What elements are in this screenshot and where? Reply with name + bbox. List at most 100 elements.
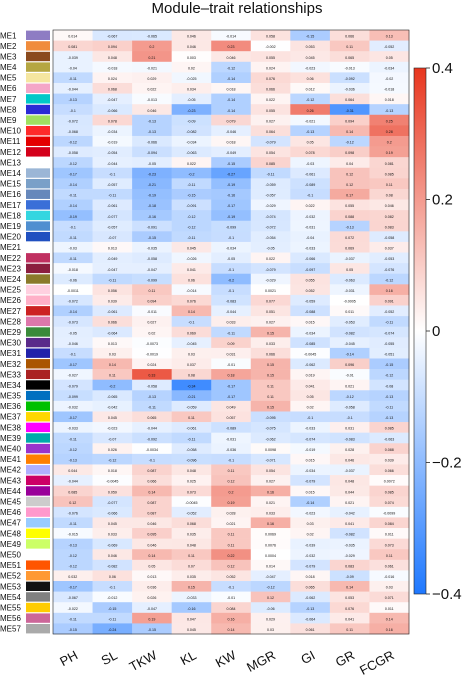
heatmap-cell — [132, 167, 172, 179]
heatmap-cell — [250, 72, 291, 84]
heatmap-cells: 0.014 -0.067 -0.065 0.046 -0.014 0.058 -0.15 0.… — [53, 30, 410, 635]
cell-value: 0.11 — [228, 533, 235, 537]
cell-value: -0.07 — [108, 236, 116, 240]
cell-value: -0.029 — [265, 204, 275, 208]
heatmap-cell — [53, 252, 93, 264]
module-swatch — [26, 327, 50, 337]
row-label: ME21 — [0, 243, 21, 252]
row-label: ME12 — [0, 148, 21, 157]
heatmap-cell — [290, 591, 331, 603]
cell-value: 0.014 — [68, 35, 77, 39]
cell-value: -0.17 — [69, 172, 77, 176]
heatmap-cell — [369, 400, 410, 412]
cell-value: 0.041 — [306, 384, 315, 388]
heatmap-cell — [53, 231, 93, 243]
row-label: ME17 — [0, 201, 21, 210]
cell-value: -0.21 — [187, 395, 195, 399]
heatmap-cell — [211, 453, 252, 465]
cell-value: 0.02 — [148, 331, 155, 335]
cell-value: -0.061 — [107, 204, 117, 208]
cell-value: -0.11 — [69, 437, 77, 441]
module-swatch — [26, 136, 50, 146]
cell-value: -0.1 — [307, 194, 313, 198]
cell-value: -0.23 — [187, 109, 195, 113]
heatmap-cell — [53, 432, 93, 444]
cell-value: 0.066 — [108, 321, 117, 325]
heatmap-cell — [250, 347, 291, 359]
cell-value: 0.039 — [385, 458, 394, 462]
heatmap-cell — [369, 146, 410, 158]
heatmap-cell — [329, 284, 370, 296]
heatmap-cell — [132, 305, 172, 317]
heatmap-cell — [290, 61, 331, 73]
heatmap-cell — [369, 369, 410, 380]
heatmap-cell — [290, 358, 331, 370]
cell-value: -0.057 — [107, 225, 117, 229]
cell-value: -0.1 — [70, 109, 76, 113]
heatmap-cell — [250, 496, 291, 508]
heatmap-cell — [53, 61, 93, 73]
cell-value: 0.021 — [227, 522, 236, 526]
row-label: ME28 — [0, 317, 21, 326]
cell-value: -0.054 — [107, 151, 117, 155]
module-swatch — [26, 475, 50, 486]
heatmap-cell — [132, 496, 172, 508]
cell-value: -0.072 — [68, 119, 78, 123]
heatmap-cell — [53, 220, 93, 232]
heatmap-cell — [329, 602, 370, 614]
cell-value: 0.015 — [306, 490, 315, 494]
heatmap-cell — [290, 51, 331, 63]
heatmap-cell — [211, 612, 252, 624]
cell-value: 0.048 — [108, 56, 117, 60]
heatmap-cell — [290, 241, 331, 253]
heatmap-cell — [329, 157, 370, 169]
cell-value: -0.066 — [107, 109, 117, 113]
cell-value: 0.04 — [346, 162, 353, 166]
heatmap-cell — [329, 453, 370, 465]
cell-value: -0.1 — [228, 289, 234, 293]
heatmap-cell — [53, 559, 93, 571]
heatmap-cell — [171, 538, 212, 550]
cell-value: -0.013 — [345, 66, 355, 70]
cell-value: -0.07 — [108, 437, 116, 441]
cell-value: 0.044 — [68, 469, 77, 473]
cell-value: -0.04 — [306, 236, 314, 240]
cell-value: -0.12 — [346, 141, 354, 145]
cell-value: 0.098 — [345, 151, 354, 155]
cell-value: 0.16 — [386, 289, 393, 293]
cell-value: 0.19 — [228, 501, 235, 505]
heatmap-cell — [369, 379, 410, 391]
heatmap-cell — [171, 549, 212, 561]
heatmap-cell — [369, 51, 410, 63]
heatmap-cell — [132, 400, 172, 412]
row-label: ME35 — [0, 392, 21, 401]
cell-value: -0.052 — [186, 511, 196, 515]
heatmap-cell — [329, 422, 370, 433]
heatmap-cell — [211, 591, 252, 603]
heatmap-cell — [211, 273, 252, 285]
heatmap-cell — [369, 305, 410, 317]
cell-value: -0.058 — [147, 257, 157, 261]
cell-value: 0.096 — [345, 363, 354, 367]
cell-value: -0.053 — [345, 321, 355, 325]
cell-value: -0.046 — [68, 342, 78, 346]
heatmap-cell — [53, 146, 93, 158]
cell-value: 0.066 — [147, 480, 156, 484]
cell-value: -0.057 — [107, 183, 117, 187]
heatmap-cell — [329, 146, 370, 158]
cell-value: 0.16 — [267, 490, 274, 494]
cell-value: 0.022 — [187, 162, 196, 166]
cell-value: 0.068 — [187, 522, 196, 526]
cell-value: 0.11 — [267, 384, 274, 388]
cell-value: 0.085 — [385, 427, 394, 431]
row-label: ME30 — [0, 339, 21, 348]
heatmap-cell — [369, 263, 410, 275]
cell-value: -0.12 — [108, 458, 116, 462]
cell-value: -0.11 — [69, 194, 77, 198]
heatmap-cell — [369, 623, 410, 635]
module-swatch — [26, 507, 50, 517]
cell-value: 0.036 — [147, 586, 156, 590]
cell-value: -0.04 — [69, 66, 77, 70]
cell-value: 0.12 — [267, 596, 274, 600]
cell-value: 0.14 — [228, 628, 235, 632]
